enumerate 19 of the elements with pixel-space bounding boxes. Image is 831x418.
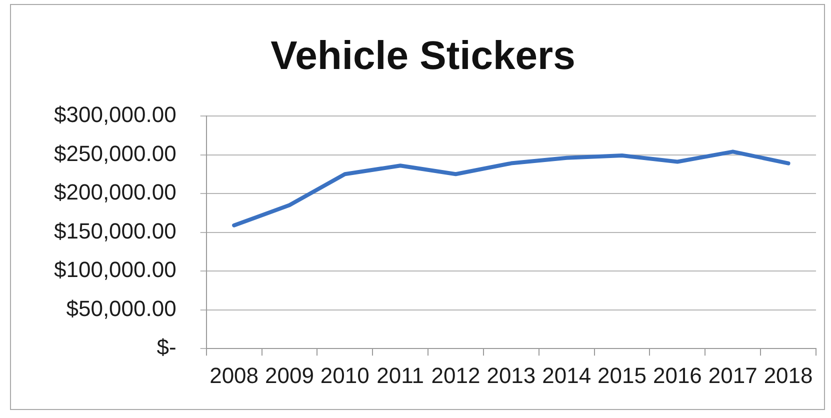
x-tick-label: 2009 xyxy=(265,362,314,388)
x-tick-label: 2008 xyxy=(210,362,259,388)
y-tick-label: $150,000.00 xyxy=(54,218,176,244)
x-tick-label: 2014 xyxy=(542,362,592,388)
x-tick-label: 2013 xyxy=(486,362,536,388)
x-tick-label: 2015 xyxy=(598,362,646,388)
y-tick-label: $200,000.00 xyxy=(54,180,176,205)
x-tick-label: 2010 xyxy=(320,362,370,388)
y-tick-label: $50,000.00 xyxy=(66,296,176,321)
chart-title: Vehicle Stickers xyxy=(270,34,576,78)
y-tick-label: $100,000.00 xyxy=(54,257,176,282)
y-tick-label: $- xyxy=(156,334,176,360)
y-tick-label: $250,000.00 xyxy=(54,140,176,166)
y-tick-label: $300,000.00 xyxy=(54,102,176,128)
x-tick-label: 2016 xyxy=(652,362,702,388)
x-tick-label: 2017 xyxy=(708,362,758,388)
x-tick-label: 2012 xyxy=(431,362,480,388)
x-tick-label: 2018 xyxy=(764,362,813,388)
x-tick-label: 2011 xyxy=(376,362,424,388)
